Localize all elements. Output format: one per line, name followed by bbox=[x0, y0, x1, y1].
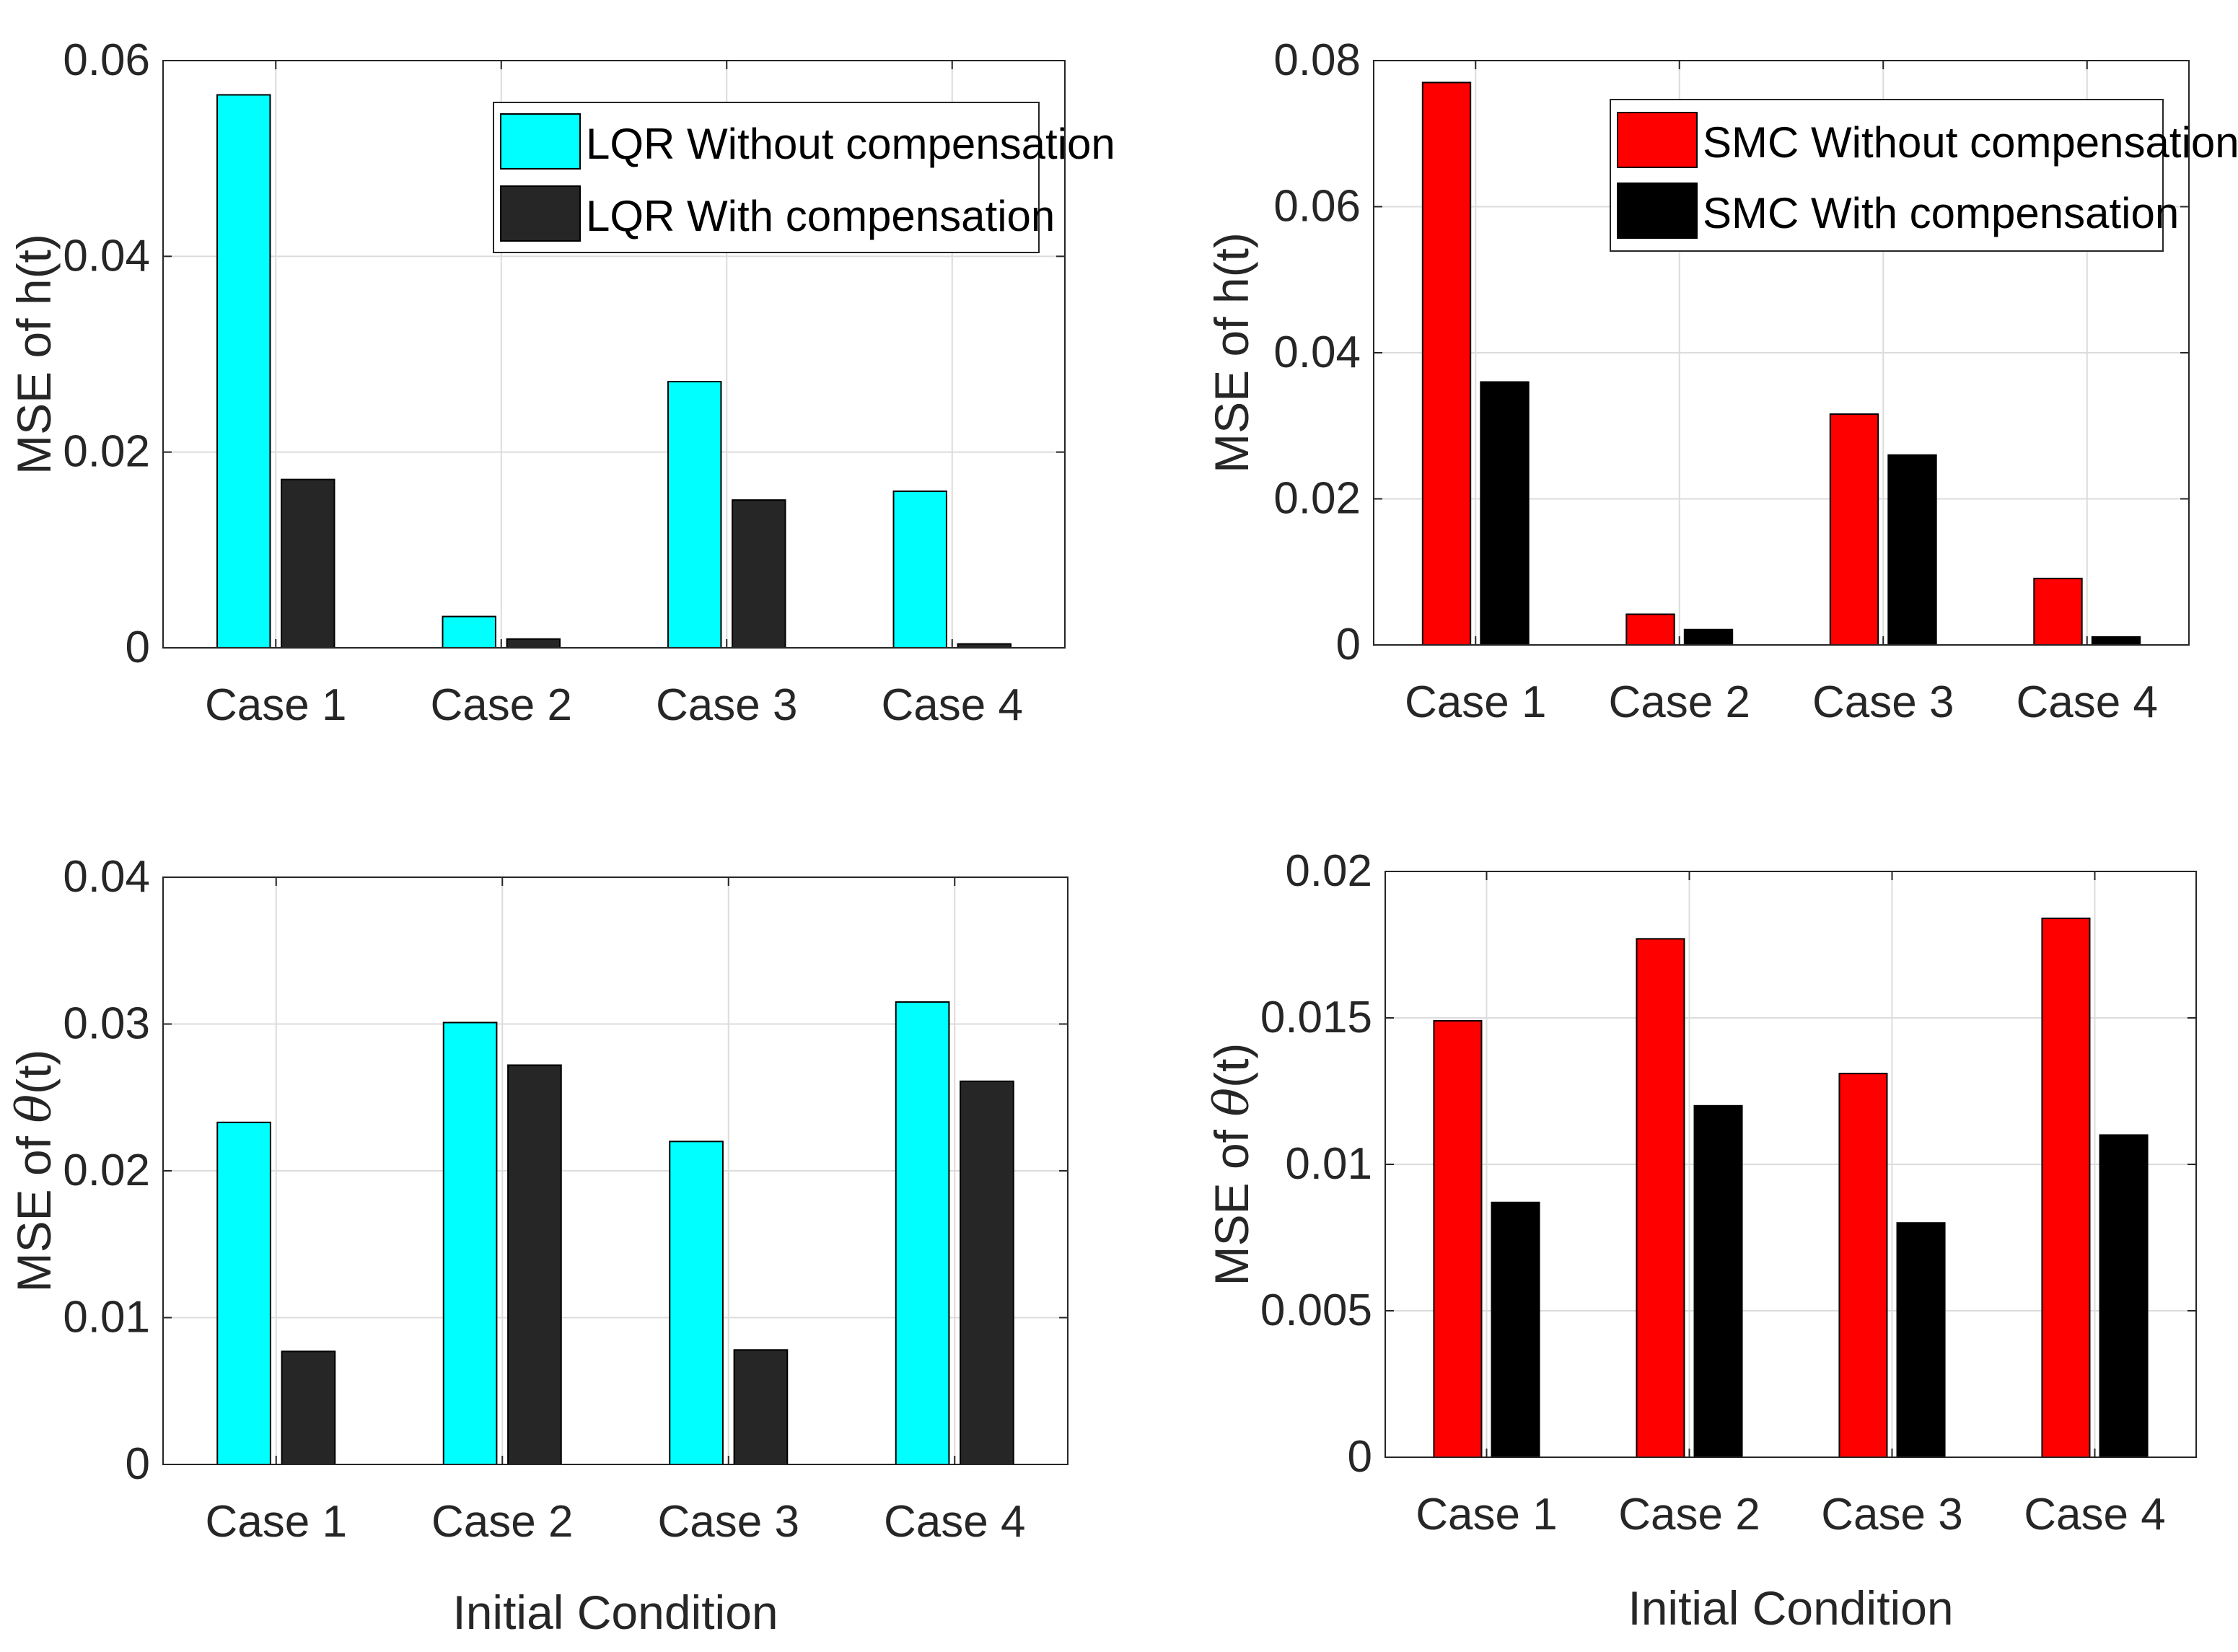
y-tick-label: 0.04 bbox=[63, 231, 150, 281]
legend-box bbox=[493, 102, 1040, 253]
bar-series-1 bbox=[1829, 413, 1879, 646]
x-tick-label: Case 4 bbox=[2017, 677, 2158, 727]
y-axis-label: MSE of h(t) bbox=[1205, 232, 1258, 473]
panel-bottom-right: 0 0.005 0.01 0.015 0.02 Case 1 Case 2 Case 3 Cas… bbox=[1204, 846, 2197, 1635]
bar-series-2 bbox=[281, 1350, 336, 1466]
x-tick-label: Case 2 bbox=[1609, 677, 1750, 727]
y-axis-label: MSE of h(t) bbox=[7, 234, 61, 475]
y-tick-label: 0.01 bbox=[63, 1293, 150, 1343]
y-axis-label: MSE of θ(t) bbox=[6, 1050, 62, 1293]
bar-series-1 bbox=[1625, 613, 1675, 646]
bar-series-1 bbox=[216, 1121, 271, 1465]
y-tick-label: 0 bbox=[1336, 620, 1361, 669]
x-tick-label: Case 2 bbox=[431, 680, 572, 730]
panel-bottom-left: 0 0.01 0.02 0.03 0.04 Case 1 Case 2 Case 3 Case … bbox=[6, 852, 1068, 1639]
y-tick-label: 0.08 bbox=[1273, 35, 1361, 85]
panel-top-left: 0 0.02 0.04 0.06 Case 1 Case 2 Case 3 Case 4 MS… bbox=[7, 35, 1115, 730]
bar-series-1 bbox=[1433, 1020, 1483, 1459]
bar-series-2 bbox=[732, 499, 786, 649]
y-tick-label: 0.005 bbox=[1260, 1286, 1372, 1335]
x-tick-label: Case 4 bbox=[884, 1497, 1025, 1547]
y-tick-label: 0 bbox=[1348, 1432, 1372, 1482]
x-tick-label: Case 4 bbox=[2024, 1490, 2165, 1539]
y-tick-label: 0.04 bbox=[63, 852, 150, 902]
legend-box bbox=[1610, 99, 2164, 252]
bar-series-1 bbox=[2033, 577, 2083, 646]
legend-swatch-series-1 bbox=[500, 113, 581, 170]
bar-series-1 bbox=[1838, 1073, 1888, 1458]
bar-series-1 bbox=[1636, 938, 1685, 1458]
x-tick-label: Case 3 bbox=[656, 680, 797, 730]
legend-label-series-1: LQR Without compensation bbox=[586, 120, 1115, 168]
bar-series-1 bbox=[895, 1001, 950, 1465]
bar-series-2 bbox=[733, 1349, 789, 1466]
y-tick-label: 0.06 bbox=[1273, 182, 1361, 232]
legend-swatch-series-1 bbox=[1617, 112, 1698, 168]
bar-series-2 bbox=[2091, 636, 2141, 646]
x-tick-label: Case 1 bbox=[206, 1497, 347, 1547]
x-tick-label: Case 1 bbox=[205, 680, 346, 730]
x-axis-label: Initial Condition bbox=[452, 1586, 778, 1639]
axes-box bbox=[162, 60, 1066, 649]
y-tick-label: 0.06 bbox=[63, 35, 150, 85]
y-tick-label: 0.01 bbox=[1285, 1139, 1372, 1189]
legend: LQR Without compensation LQR With compen… bbox=[493, 102, 1115, 253]
legend-label-series-2: SMC With compensation bbox=[1703, 189, 2179, 237]
bar-series-2 bbox=[506, 638, 561, 649]
bar-series-2 bbox=[507, 1064, 562, 1465]
legend-swatch-series-2 bbox=[500, 185, 581, 242]
legend-swatch-series-2 bbox=[1617, 183, 1698, 239]
bar-series-1 bbox=[892, 490, 947, 649]
bar-series-1 bbox=[2041, 917, 2091, 1458]
x-tick-label: Case 2 bbox=[431, 1497, 573, 1547]
bar-series-2 bbox=[1896, 1222, 1946, 1458]
legend: SMC Without compensation SMC With compen… bbox=[1610, 99, 2238, 252]
y-axis-label: MSE of θ(t) bbox=[1204, 1043, 1260, 1286]
y-tick-label: 0.02 bbox=[1285, 846, 1372, 896]
bar-series-2 bbox=[1683, 628, 1734, 646]
x-tick-label: Case 3 bbox=[658, 1497, 799, 1547]
bar-series-2 bbox=[1693, 1104, 1743, 1459]
y-tick-label: 0.04 bbox=[1273, 328, 1361, 377]
x-tick-label: Case 4 bbox=[882, 680, 1023, 730]
bar-series-1 bbox=[667, 380, 722, 649]
bar-series-2 bbox=[1491, 1201, 1540, 1459]
bar-series-1 bbox=[669, 1141, 724, 1466]
x-tick-label: Case 3 bbox=[1812, 677, 1954, 727]
panel-top-right: 0 0.02 0.04 0.06 0.08 Case 1 Case 2 Case 3 Case … bbox=[1205, 35, 2238, 727]
bar-series-2 bbox=[1480, 381, 1530, 646]
bar-series-2 bbox=[2099, 1134, 2149, 1459]
x-tick-label: Case 3 bbox=[1821, 1490, 1962, 1539]
x-axis-label: Initial Condition bbox=[1628, 1581, 1953, 1635]
y-tick-label: 0.015 bbox=[1260, 993, 1372, 1042]
bar-series-1 bbox=[1421, 82, 1472, 646]
legend-label-series-2: LQR With compensation bbox=[586, 192, 1055, 240]
x-tick-label: Case 1 bbox=[1405, 677, 1546, 727]
bar-series-1 bbox=[442, 1021, 498, 1465]
y-tick-label: 0.02 bbox=[63, 427, 150, 477]
bar-series-2 bbox=[1887, 454, 1937, 646]
x-tick-label: Case 2 bbox=[1618, 1490, 1760, 1539]
y-tick-label: 0 bbox=[126, 623, 150, 672]
bar-series-2 bbox=[960, 1080, 1014, 1465]
bar-series-2 bbox=[281, 478, 335, 649]
y-tick-label: 0.02 bbox=[63, 1146, 150, 1195]
y-tick-label: 0.03 bbox=[63, 999, 150, 1049]
y-tick-label: 0 bbox=[126, 1439, 150, 1489]
x-tick-label: Case 1 bbox=[1416, 1490, 1557, 1539]
bar-series-1 bbox=[442, 615, 496, 649]
legend-label-series-1: SMC Without compensation bbox=[1703, 118, 2238, 167]
bar-series-1 bbox=[216, 94, 271, 649]
y-tick-label: 0.02 bbox=[1273, 474, 1361, 524]
